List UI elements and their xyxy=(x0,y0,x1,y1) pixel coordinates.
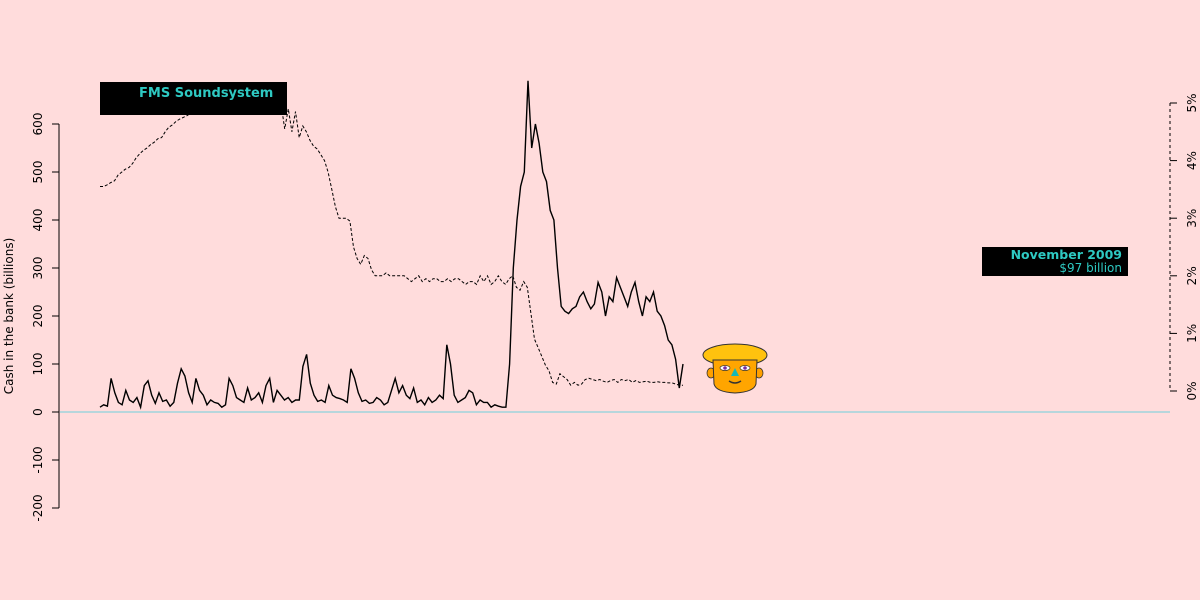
y2-tick-label: 3% xyxy=(1185,209,1199,228)
cash-series-line xyxy=(99,80,684,410)
y-tick-label: 300 xyxy=(31,257,45,280)
y-tick-label: 500 xyxy=(31,161,45,184)
y-axis-title: Cash in the bank (billions) xyxy=(2,238,16,395)
callout-title: November 2009 xyxy=(1010,247,1122,262)
callout-value: $97 billion xyxy=(1059,261,1122,275)
y2-tick-label: 2% xyxy=(1185,266,1199,285)
y2-tick-label: 5% xyxy=(1185,93,1199,112)
y2-tick-label: 4% xyxy=(1185,151,1199,170)
y2-tick-label: 1% xyxy=(1185,324,1199,343)
axes: -200 -100 0 100 200 300 400 500 600 Cash in the b… xyxy=(2,93,1199,521)
y-tick-label: -100 xyxy=(31,446,45,473)
callout-box: November 2009 $97 billion xyxy=(982,247,1128,276)
y-tick-label: 200 xyxy=(31,305,45,328)
cartoon-face-icon xyxy=(702,343,768,394)
y-tick-label: 600 xyxy=(31,113,45,136)
y-tick-label: -200 xyxy=(31,494,45,521)
y-tick-label: 400 xyxy=(31,209,45,232)
rate-series-line xyxy=(100,103,683,386)
y2-tick-label: 0% xyxy=(1185,381,1199,400)
chart-title: FMS Soundsystem xyxy=(139,86,274,101)
chart-title-box: FMS Soundsystem xyxy=(100,82,287,115)
series-lines xyxy=(99,80,684,410)
y-tick-label: 100 xyxy=(31,353,45,376)
y-tick-label: 0 xyxy=(31,408,45,416)
